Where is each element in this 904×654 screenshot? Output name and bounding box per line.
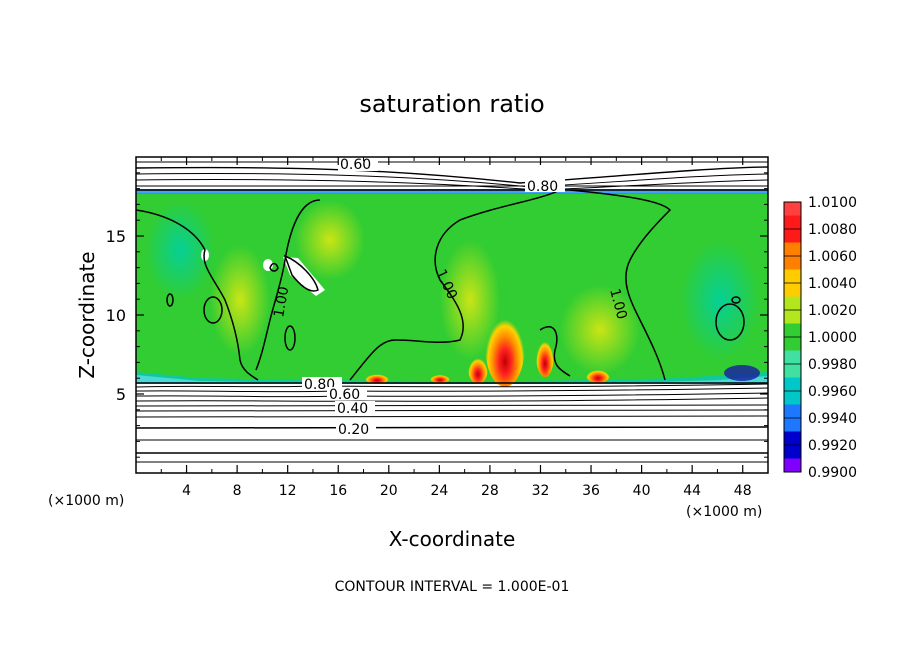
top-blue-strip [136,189,768,194]
yellow-patch [560,285,640,375]
contour-interval-note: CONTOUR INTERVAL = 1.000E-01 [335,579,570,595]
dark-blue-patch [724,365,760,381]
contour-label: 0.20 [338,422,369,438]
contour-label: 0.40 [337,401,368,417]
colorbar-label: 0.9980 [808,357,857,373]
colorbar-label: 0.9900 [808,465,857,481]
x-tick-label: 12 [279,483,297,499]
contour-label: 0.60 [340,157,371,173]
yellow-patch [295,200,365,280]
x-tick-label: 16 [329,483,347,499]
x-tick-label: 44 [683,483,701,499]
unity-contours [136,189,745,381]
x-axis-title: X-coordinate [389,527,516,551]
contour-label: 1.00 [606,287,630,321]
teal-patch [680,240,760,360]
x-tick-label: 48 [734,483,752,499]
bottom-edge-band [136,372,768,384]
x-tick-label: 4 [182,483,191,499]
colorbar-label: 1.0020 [808,303,857,319]
contour-label: 0.80 [527,179,558,195]
colorbar-label: 0.9960 [808,384,857,400]
contour-labels: 0.60 0.80 1.00 1.00 1.00 0.80 0.60 0.40 … [271,157,630,438]
lower-contours [136,382,768,463]
x-unit-right: (×1000 m) [686,504,762,520]
x-unit-left: (×1000 m) [48,493,124,509]
chart-title: saturation ratio [359,90,544,118]
y-tick-label: 5 [116,385,126,404]
red-plume-5 [365,372,389,384]
colorbar-label: 0.9940 [808,411,857,427]
red-plume-2 [468,352,488,384]
teal-patch [145,200,215,300]
red-plume-6 [430,373,450,383]
contour-label: 1.00 [271,285,292,318]
colorbar-label: 1.0060 [808,249,857,265]
white-gap [201,249,209,261]
upper-contours [136,161,768,191]
y-tick-label: 10 [106,306,126,325]
colorbar-swatch [784,202,801,216]
colorbar-swatch [784,458,801,472]
yellow-patch [210,245,270,355]
red-plume-3 [536,333,554,377]
yellow-patch [440,240,500,360]
x-tick-label: 36 [582,483,600,499]
x-tick-label: 32 [532,483,550,499]
y-axis: 5 10 15 [106,172,768,458]
red-plume-main [485,303,525,387]
white-gap-diagonal [283,257,325,296]
colorbar-label: 1.0100 [808,195,857,211]
colorbar-label: 1.0040 [808,276,857,292]
colorbar: 1.0100 1.0080 1.0060 1.0040 1.0020 1.0000 0.99… [783,195,857,481]
x-tick-label: 20 [380,483,398,499]
contour-label: 0.60 [329,387,360,403]
colorbar-label: 1.0000 [808,330,857,346]
x-axis: 4 8 12 16 20 24 28 32 36 40 44 48 [160,157,752,499]
plot-area: 0.60 0.80 1.00 1.00 1.00 0.80 0.60 0.40 … [136,157,768,473]
x-tick-label: 40 [633,483,651,499]
y-tick-label: 15 [106,227,126,246]
colorbar-label: 0.9920 [808,438,857,454]
y-axis-title: Z-coordinate [75,251,99,378]
x-tick-label: 24 [430,483,448,499]
x-tick-label: 8 [233,483,242,499]
colorbar-label: 1.0080 [808,222,857,238]
x-tick-label: 28 [481,483,499,499]
red-plume-4 [586,367,610,383]
